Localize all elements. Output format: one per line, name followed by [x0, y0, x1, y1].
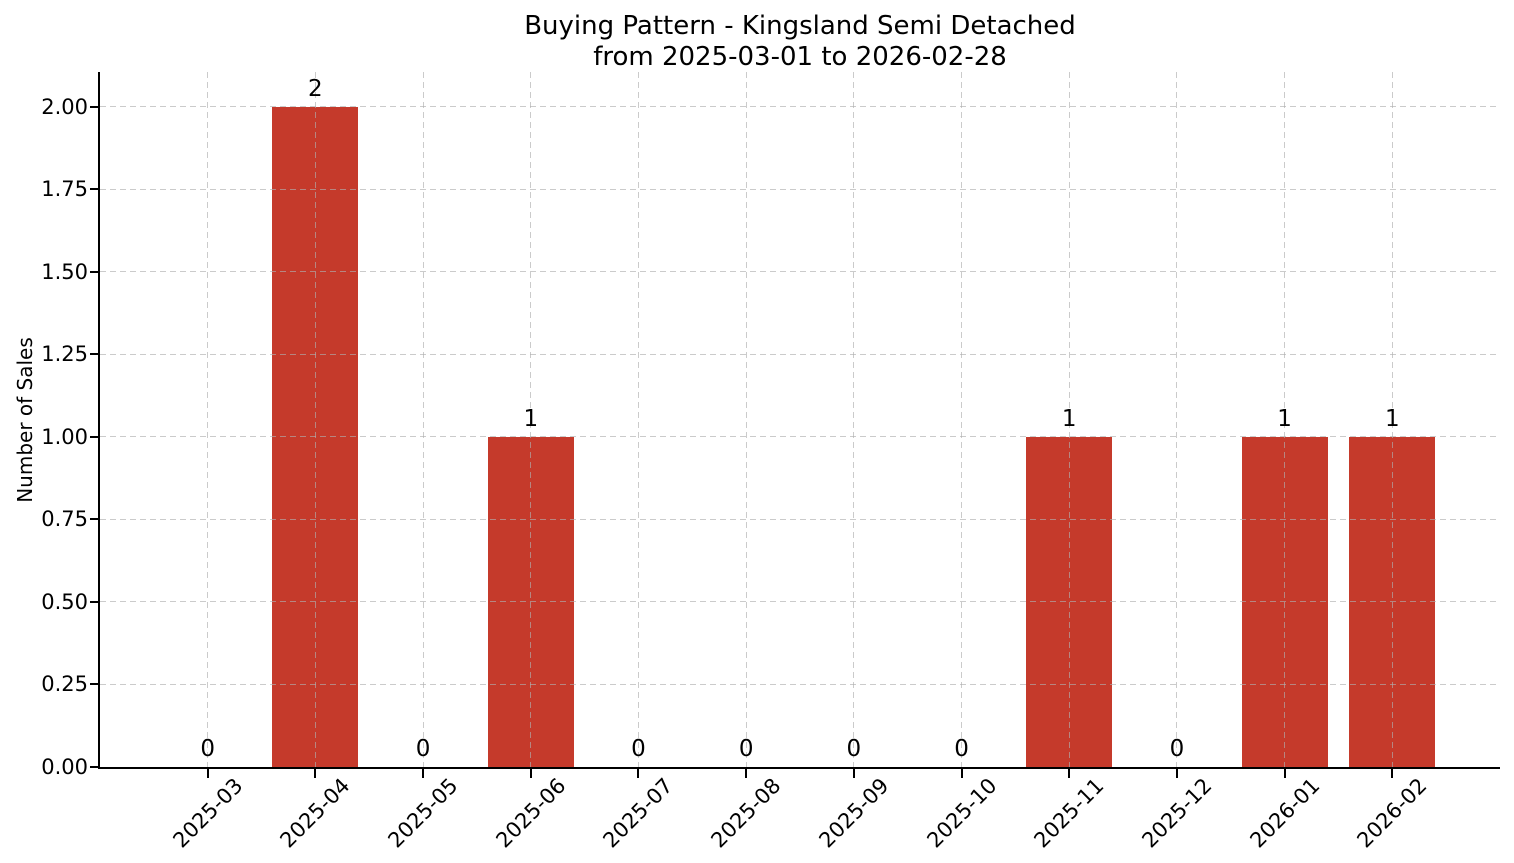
- horizontal-gridline: [100, 518, 1500, 520]
- vertical-gridline: [1068, 72, 1070, 767]
- vertical-gridline: [853, 72, 855, 767]
- x-tick-mark: [1283, 769, 1286, 778]
- y-tick-label: 0.00: [41, 755, 88, 779]
- x-axis-spine: [98, 767, 1500, 769]
- x-tick-label-text: 2025-04: [275, 773, 355, 853]
- y-axis-spine: [98, 72, 100, 769]
- y-tick-mark: [90, 600, 99, 603]
- y-tick-mark: [90, 435, 99, 438]
- y-tick-label: 1.25: [41, 342, 88, 367]
- bar-value-label: 1: [1061, 405, 1077, 432]
- x-tick-label-text: 2025-11: [1029, 773, 1109, 853]
- horizontal-gridline: [100, 188, 1500, 190]
- y-tick-label: 0.50: [41, 589, 88, 614]
- x-tick-label-text: 2025-10: [922, 773, 1002, 853]
- x-tick-label-text: 2025-05: [383, 773, 463, 853]
- x-tick-mark: [314, 769, 317, 778]
- y-tick-label: 1.75: [41, 177, 88, 202]
- bar-value-label: 0: [415, 736, 431, 762]
- horizontal-gridline: [100, 353, 1500, 355]
- x-tick-label-text: 2025-03: [168, 773, 248, 853]
- x-tick-label-text: 2025-07: [598, 773, 678, 853]
- y-tick-label: 1.50: [41, 259, 88, 284]
- horizontal-gridline: [100, 271, 1500, 273]
- bar-value-label: 2: [308, 75, 323, 102]
- bar-value-label: 0: [1169, 736, 1185, 762]
- x-tick-mark: [529, 769, 532, 778]
- bar-value-label: 1: [523, 405, 539, 432]
- y-tick-label: 0.75: [41, 507, 88, 532]
- vertical-gridline: [1176, 72, 1178, 767]
- y-tick-mark: [90, 766, 99, 768]
- x-tick-label-text: 2026-02: [1352, 773, 1432, 853]
- vertical-gridline: [1284, 72, 1286, 767]
- horizontal-gridline: [100, 436, 1500, 438]
- bar-value-label: 0: [846, 736, 862, 762]
- vertical-gridline: [530, 72, 532, 767]
- bar-value-label: 1: [1384, 405, 1400, 432]
- bar-value-label: 0: [738, 736, 754, 762]
- y-tick-mark: [90, 188, 99, 191]
- chart-title: Buying Pattern - Kingsland Semi Detached…: [100, 11, 1500, 73]
- x-tick-mark: [1391, 769, 1394, 778]
- y-tick-mark: [90, 518, 99, 521]
- y-tick-label: 0.25: [41, 672, 88, 697]
- x-tick-mark: [852, 769, 855, 778]
- vertical-gridline: [422, 72, 424, 767]
- x-tick-mark: [745, 769, 748, 778]
- x-tick-mark: [637, 769, 640, 778]
- chart-title-line2: from 2025-03-01 to 2026-02-28: [593, 42, 1007, 72]
- x-tick-label-text: 2026-01: [1245, 773, 1325, 853]
- vertical-gridline: [207, 72, 209, 767]
- x-tick-label-text: 2025-12: [1137, 773, 1217, 853]
- x-tick-label-text: 2025-08: [706, 773, 786, 853]
- x-tick-mark: [960, 769, 963, 778]
- vertical-gridline: [314, 72, 316, 767]
- y-tick-label: 1.00: [41, 424, 88, 449]
- x-tick-label-text: 2025-06: [491, 773, 571, 853]
- horizontal-gridline: [100, 106, 1500, 108]
- y-tick-mark: [90, 105, 99, 108]
- vertical-gridline: [745, 72, 747, 767]
- bar-value-label: 1: [1277, 405, 1292, 432]
- x-tick-mark: [206, 769, 209, 778]
- y-tick-mark: [90, 270, 99, 273]
- vertical-gridline: [961, 72, 963, 767]
- horizontal-gridline: [100, 601, 1500, 603]
- x-tick-mark: [422, 769, 425, 778]
- y-tick-mark: [90, 683, 99, 686]
- chart-title-line1: Buying Pattern - Kingsland Semi Detached: [524, 11, 1076, 41]
- vertical-gridline: [637, 72, 639, 767]
- bar-value-label: 0: [631, 736, 646, 762]
- x-tick-mark: [1068, 769, 1071, 778]
- y-tick-label: 2.00: [41, 94, 88, 119]
- horizontal-gridline: [100, 683, 1500, 685]
- bar-value-label: 0: [954, 736, 969, 762]
- x-tick-mark: [1175, 769, 1178, 778]
- bar-value-label: 0: [200, 736, 216, 762]
- vertical-gridline: [1391, 72, 1393, 767]
- y-tick-mark: [90, 353, 99, 356]
- x-tick-label-text: 2025-09: [814, 773, 894, 853]
